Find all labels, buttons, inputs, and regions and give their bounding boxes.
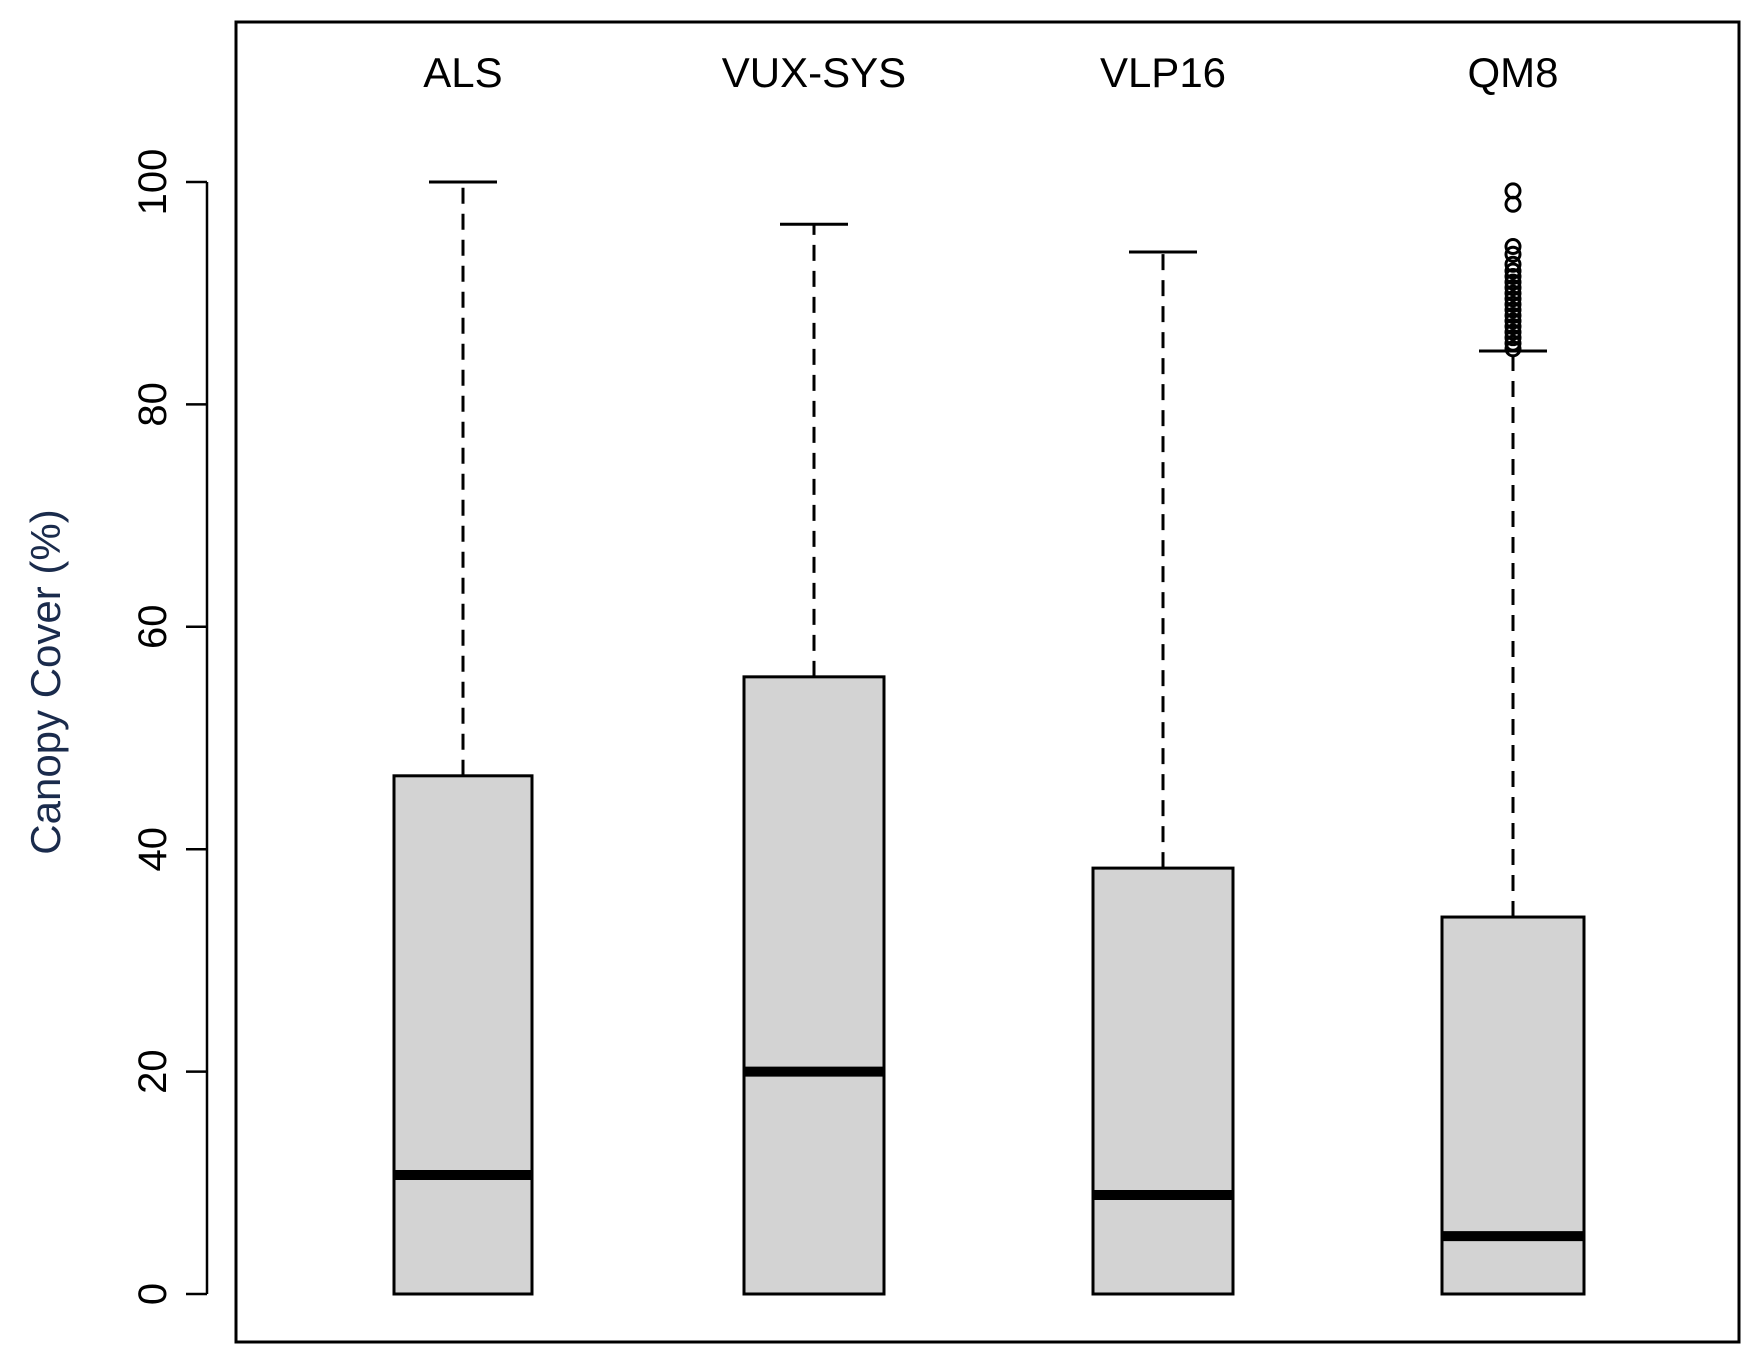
outlier-point (1504, 301, 1522, 319)
category-labels: ALS VUX-SYS VLP16 QM8 (423, 49, 1558, 96)
category-label: VUX-SYS (722, 49, 906, 96)
outlier-point (1504, 279, 1522, 297)
y-tick-label: 20 (131, 1049, 175, 1094)
box-als (392, 180, 534, 1296)
outlier-point (1504, 262, 1522, 280)
plot-frame (234, 20, 1741, 1344)
box-vlp16 (1091, 250, 1235, 1296)
y-tick-label: 60 (131, 605, 175, 650)
outlier-point (1504, 334, 1522, 352)
outlier-point (1504, 237, 1522, 255)
outlier-point (1504, 312, 1522, 330)
outlier-point (1504, 318, 1522, 336)
box-vux-sys (742, 222, 886, 1296)
outlier-point (1504, 295, 1522, 313)
y-tick-label: 40 (131, 827, 175, 872)
y-axis: 0 20 40 60 80 100 (131, 149, 209, 1305)
box-body (1440, 915, 1586, 1296)
y-axis-label: Canopy Cover (%) (22, 509, 69, 854)
outlier-point (1504, 306, 1522, 324)
outlier-point (1504, 255, 1522, 273)
outlier-point (1504, 245, 1522, 263)
outlier-point (1504, 182, 1522, 200)
outlier-point (1504, 268, 1522, 286)
outlier-point (1504, 290, 1522, 308)
box-body (742, 675, 886, 1296)
y-tick-label: 80 (131, 382, 175, 427)
category-label: QM8 (1467, 49, 1558, 96)
box-body (392, 774, 534, 1296)
box-qm8 (1440, 182, 1586, 1296)
boxes-group (392, 180, 1586, 1296)
category-label: ALS (423, 49, 502, 96)
outlier-point (1504, 323, 1522, 341)
outlier-point (1504, 329, 1522, 347)
outlier-point (1504, 340, 1522, 358)
category-label: VLP16 (1100, 49, 1226, 96)
y-tick-label: 100 (131, 149, 175, 216)
box-body (1091, 866, 1235, 1296)
y-tick-label: 0 (131, 1283, 175, 1305)
outlier-point (1504, 273, 1522, 291)
outlier-point (1504, 284, 1522, 302)
